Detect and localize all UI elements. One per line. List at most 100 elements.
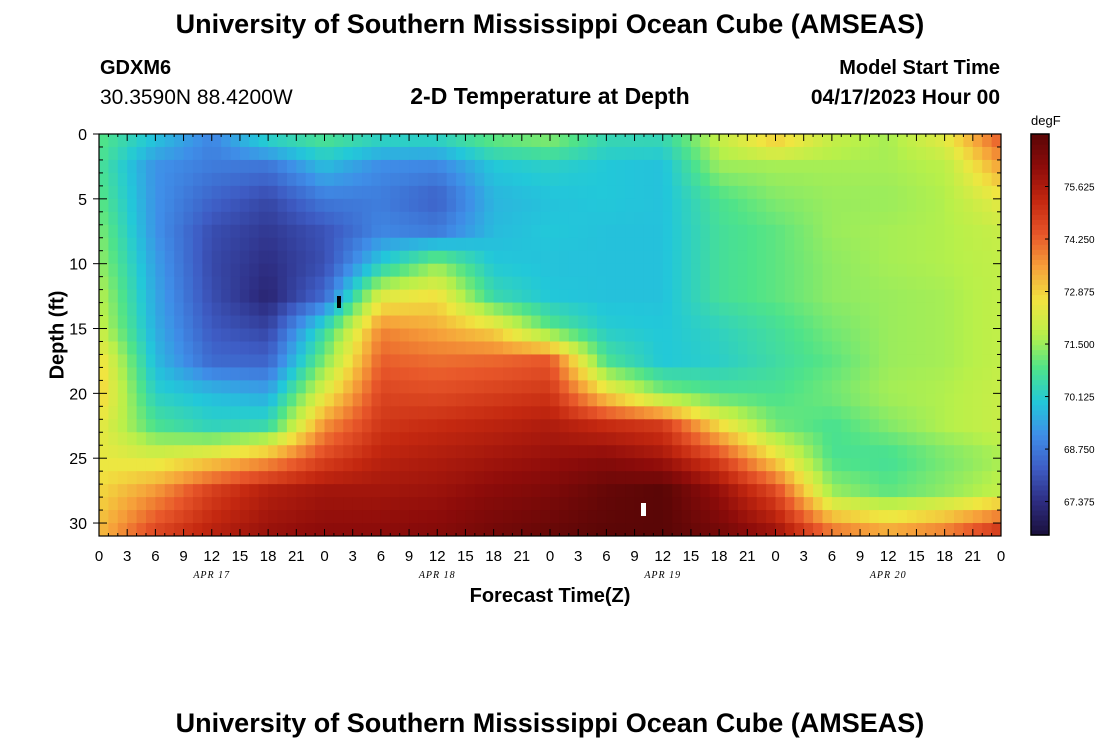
heat-cell <box>333 237 344 252</box>
heat-cell <box>944 484 955 498</box>
heat-cell <box>296 134 307 148</box>
heat-cell <box>559 211 570 226</box>
heat-cell <box>446 497 457 511</box>
heat-cell <box>925 289 936 304</box>
heat-cell <box>343 367 354 381</box>
heat-cell <box>117 523 128 536</box>
heat-cell <box>136 146 147 161</box>
heat-cell <box>456 497 467 511</box>
heat-cell <box>239 393 250 407</box>
heat-cell <box>484 159 495 174</box>
heat-cell <box>249 510 260 524</box>
colorbar-tick-label: 74.250 <box>1064 235 1095 246</box>
heat-cell <box>521 341 532 356</box>
heat-cell <box>427 432 438 446</box>
heat-cell <box>286 523 297 536</box>
heat-cell <box>606 484 617 498</box>
heat-cell <box>230 276 241 291</box>
heat-cell <box>418 224 429 239</box>
heat-cell <box>700 328 711 343</box>
x-tick-label: 6 <box>602 548 610 565</box>
heat-cell <box>239 237 250 252</box>
heat-cell <box>700 276 711 291</box>
heat-cell <box>634 393 645 407</box>
heat-cell <box>888 172 899 187</box>
heat-cell <box>690 146 701 161</box>
heat-cell <box>324 484 335 498</box>
heat-cell <box>813 380 824 394</box>
heat-cell <box>239 134 250 148</box>
heat-cell <box>333 315 344 330</box>
heat-cell <box>813 484 824 498</box>
heat-cell <box>972 380 983 394</box>
heat-cell <box>239 328 250 343</box>
heat-cell <box>437 523 448 536</box>
heat-cell <box>690 471 701 485</box>
heat-cell <box>427 263 438 278</box>
heat-cell <box>550 445 560 459</box>
heat-cell <box>681 185 692 200</box>
heat-cell <box>916 458 927 472</box>
heat-cell <box>719 406 730 420</box>
heat-cell <box>643 146 654 161</box>
heat-cell <box>991 134 1001 148</box>
heat-cell <box>775 367 786 381</box>
heat-cell <box>296 497 307 511</box>
heat-cell <box>822 134 833 148</box>
heat-cell <box>399 328 410 343</box>
heat-cell <box>465 276 476 291</box>
heat-cell <box>878 224 889 239</box>
heat-cell <box>897 380 908 394</box>
colorbar-segment <box>1031 249 1049 255</box>
heat-cell <box>972 302 983 317</box>
heat-cell <box>690 315 701 330</box>
heat-cell <box>540 458 551 472</box>
heat-cell <box>211 380 222 394</box>
heat-cell <box>484 224 495 239</box>
heat-cell <box>615 276 626 291</box>
heat-cell <box>258 172 269 187</box>
heat-cell <box>315 445 326 459</box>
heat-cell <box>907 237 918 252</box>
heat-cell <box>935 367 946 381</box>
heat-cell <box>925 276 936 291</box>
x-tick-label: 12 <box>654 548 671 565</box>
heat-cell <box>315 159 326 174</box>
heat-cell <box>841 406 852 420</box>
heat-cell <box>343 328 354 343</box>
heat-cell <box>399 146 410 161</box>
heat-cell <box>831 367 842 381</box>
heat-cell <box>343 380 354 394</box>
heat-cell <box>258 419 269 433</box>
heat-cell <box>521 159 532 174</box>
heat-cell <box>127 419 138 433</box>
heat-cell <box>249 367 260 381</box>
heat-cell <box>268 315 279 330</box>
heat-cell <box>239 172 250 187</box>
heat-cell <box>822 263 833 278</box>
colorbar-segment <box>1031 489 1049 496</box>
heat-cell <box>324 510 335 524</box>
heat-cell <box>277 185 288 200</box>
heat-cell <box>700 510 711 524</box>
heat-cell <box>230 419 241 433</box>
heat-cell <box>587 510 598 524</box>
heat-cell <box>277 471 288 485</box>
heat-cell <box>784 159 795 174</box>
heat-cell <box>371 185 382 200</box>
heat-cell <box>935 250 946 265</box>
heat-cell <box>117 263 128 278</box>
heat-cell <box>634 432 645 446</box>
heat-cell <box>766 406 777 420</box>
heat-cell <box>897 471 908 485</box>
heat-cell <box>145 367 156 381</box>
heat-cell <box>860 523 871 536</box>
heat-cell <box>662 497 673 511</box>
heat-cell <box>399 134 410 148</box>
heat-cell <box>897 146 908 161</box>
heat-cell <box>737 419 748 433</box>
heat-cell <box>963 406 974 420</box>
heat-cell <box>784 315 795 330</box>
heat-cell <box>643 198 654 213</box>
heat-cell <box>944 289 955 304</box>
